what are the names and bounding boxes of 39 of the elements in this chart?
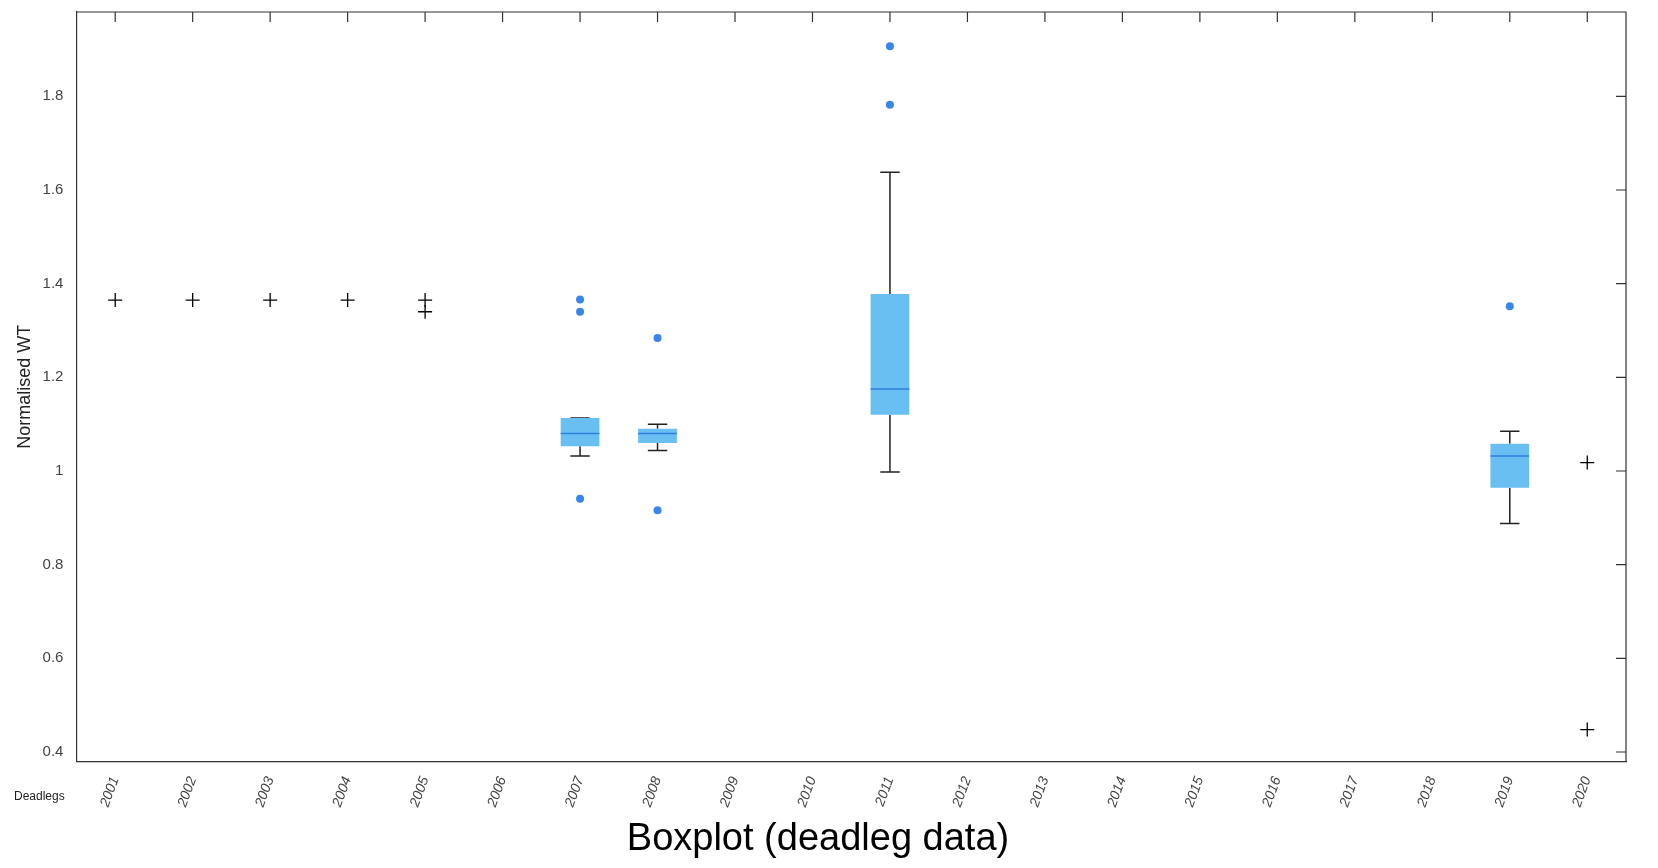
text: Boxplot (deadleg data) <box>626 815 1010 858</box>
y-tick-label: 1.8 <box>42 86 64 104</box>
x-tick-label: 2002 <box>173 773 200 810</box>
x-tick-label: 2005 <box>405 773 432 810</box>
text: Deadlegs <box>14 789 65 803</box>
x-tick-label: 2008 <box>637 773 665 810</box>
y-axis-title: Normalised WT <box>13 324 34 449</box>
x-tick-label: 2016 <box>1257 773 1284 810</box>
x-tick-label: 2012 <box>947 773 974 810</box>
point <box>107 292 123 308</box>
x-tick-label: 2010 <box>792 773 820 810</box>
point <box>1579 721 1595 738</box>
x-tick-label: 2017 <box>1335 773 1362 810</box>
x-tick-label: 2020 <box>1567 773 1594 810</box>
x-tick-label: 2013 <box>1025 773 1052 810</box>
point <box>262 292 278 308</box>
y-tick-label: 1.4 <box>42 273 64 291</box>
x-tick-label: 2004 <box>328 773 355 810</box>
x-tick-label: 2006 <box>483 773 510 810</box>
x-tick-label: 2001 <box>95 774 122 810</box>
x-tick-label: 2009 <box>715 773 742 810</box>
y-tick-label: 1.2 <box>42 367 64 385</box>
y-tick-label: 1 <box>55 461 64 479</box>
x-tick-label: 2011 <box>870 774 897 809</box>
y-tick-label: 0.8 <box>42 554 64 572</box>
point <box>417 292 433 308</box>
x-tick-label: 2003 <box>250 773 277 810</box>
point <box>339 292 356 308</box>
point <box>1579 454 1595 471</box>
point <box>417 304 433 320</box>
point <box>185 292 201 308</box>
y-tick-label: 1.6 <box>42 180 64 198</box>
y-tick-label: 0.4 <box>42 742 64 760</box>
y-tick-label: 0.6 <box>42 648 64 666</box>
x-tick-label: 2018 <box>1412 773 1439 810</box>
x-tick-label: 2007 <box>560 773 587 810</box>
x-tick-label: 2014 <box>1102 773 1129 810</box>
x-tick-label: 2015 <box>1180 773 1207 810</box>
x-tick-label: 2019 <box>1490 773 1517 810</box>
